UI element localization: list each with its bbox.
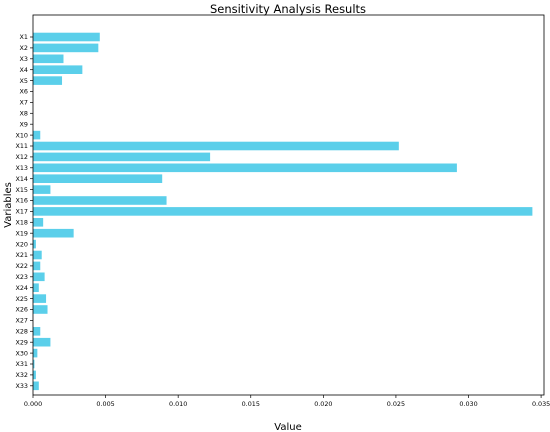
y-tick-label: X31 xyxy=(15,360,28,368)
y-tick-label: X27 xyxy=(15,317,28,325)
x-tick-label: 0.020 xyxy=(314,400,332,408)
bar-x21 xyxy=(33,250,42,260)
y-tick-label: X11 xyxy=(15,142,28,150)
x-tick-label: 0.030 xyxy=(459,400,477,408)
bar-x15 xyxy=(33,185,51,194)
x-tick-label: 0.005 xyxy=(96,400,114,408)
y-tick-label: X29 xyxy=(15,338,28,346)
x-tick-label: 0.025 xyxy=(387,400,405,408)
y-tick-label: X13 xyxy=(15,164,28,172)
y-tick-label: X22 xyxy=(15,262,28,270)
bar-x2 xyxy=(33,43,99,53)
bars-group xyxy=(33,32,533,391)
x-tick-label: 0.010 xyxy=(169,400,187,408)
bar-x13 xyxy=(33,163,457,173)
y-tick-label: X15 xyxy=(15,186,28,194)
x-tick-group: 0.000 0.005 0.010 0.015 0.020 0.025 0.030 0.035 xyxy=(24,395,550,408)
bar-x22 xyxy=(33,261,41,271)
y-tick-label: X4 xyxy=(20,66,28,74)
y-tick-label: X18 xyxy=(15,219,28,227)
bar-x33 xyxy=(33,381,39,391)
bar-x5 xyxy=(33,76,63,85)
y-tick-label: X5 xyxy=(20,77,28,85)
y-axis-label: Variables xyxy=(3,182,14,228)
bar-x16 xyxy=(33,196,167,205)
bar-x11 xyxy=(33,141,399,151)
bar-x26 xyxy=(33,305,48,314)
y-tick-label: X2 xyxy=(20,44,28,52)
plot-frame xyxy=(32,14,545,396)
y-tick-label: X24 xyxy=(15,284,28,292)
bar-x10 xyxy=(33,130,41,140)
y-tick-label: X20 xyxy=(15,240,28,248)
bar-x20 xyxy=(33,239,36,249)
bar-x29 xyxy=(33,337,51,347)
bar-x1 xyxy=(33,32,100,42)
y-tick-label: X14 xyxy=(15,175,28,183)
bar-x12 xyxy=(33,152,211,162)
bar-x32 xyxy=(33,370,36,380)
y-tick-label: X33 xyxy=(15,382,28,390)
y-tick-label: X19 xyxy=(15,229,28,237)
x-tick-label: 0.035 xyxy=(532,400,550,408)
chart-title: Sensitivity Analysis Results xyxy=(210,2,366,16)
y-tick-label: X26 xyxy=(15,306,28,314)
y-tick-label: X23 xyxy=(15,273,28,281)
bar-x25 xyxy=(33,294,47,303)
bar-x18 xyxy=(33,218,44,227)
y-tick-group: X1 X2 X3 X4 X5 X6 X7 X8 X9 X10 X11 X12 X13 X14 X15 X16 X… xyxy=(15,33,33,390)
bar-x4 xyxy=(33,65,83,74)
bar-x31 xyxy=(33,359,35,369)
x-tick-label: 0.015 xyxy=(242,400,260,408)
bar-x3 xyxy=(33,54,64,64)
y-tick-label: X10 xyxy=(15,131,28,139)
bar-x28 xyxy=(33,327,41,336)
bar-x17 xyxy=(33,207,533,216)
bar-x24 xyxy=(33,283,39,292)
y-tick-label: X3 xyxy=(20,55,28,63)
y-tick-label: X7 xyxy=(20,99,28,107)
bar-x19 xyxy=(33,228,74,238)
y-tick-label: X17 xyxy=(15,208,28,216)
x-axis-label: Value xyxy=(274,422,301,432)
y-tick-label: X12 xyxy=(15,153,28,161)
y-tick-label: X30 xyxy=(15,349,28,357)
y-tick-label: X1 xyxy=(20,33,28,41)
y-tick-label: X16 xyxy=(15,197,28,205)
y-tick-label: X9 xyxy=(20,120,28,128)
y-tick-label: X6 xyxy=(20,88,28,96)
bar-x23 xyxy=(33,272,45,282)
x-tick-label: 0.000 xyxy=(24,400,42,408)
y-tick-label: X32 xyxy=(15,371,28,379)
bar-x14 xyxy=(33,174,163,183)
bar-x30 xyxy=(33,348,38,358)
y-tick-label: X25 xyxy=(15,295,28,303)
y-tick-label: X8 xyxy=(20,110,28,118)
y-tick-label: X21 xyxy=(15,251,28,259)
y-tick-label: X28 xyxy=(15,328,28,336)
